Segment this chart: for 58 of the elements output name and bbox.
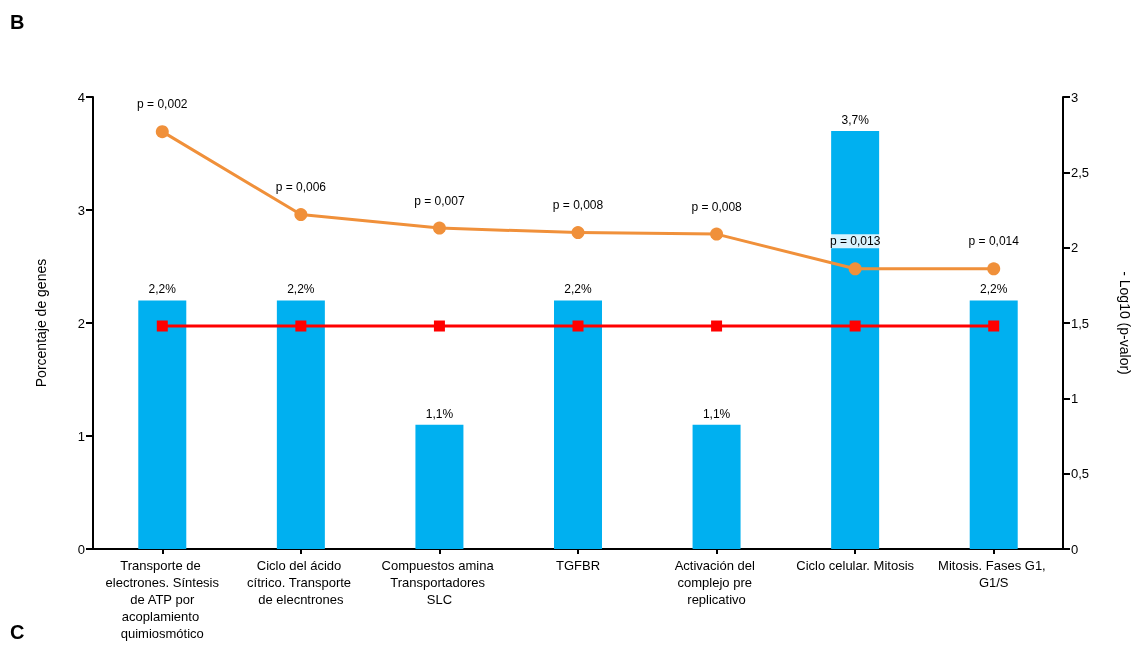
x-tick-label: Activación del complejo pre replicativo <box>674 558 759 607</box>
point <box>711 320 723 332</box>
point <box>295 320 307 332</box>
point <box>155 125 169 139</box>
annotation: p = 0,014 <box>968 234 1020 249</box>
y2-tick-label: 2,5 <box>1071 164 1090 180</box>
bar <box>969 300 1018 549</box>
y-tick-label: 1 <box>77 428 85 444</box>
x-tick-label: Compuestos amina Transportadores SLC <box>381 558 498 607</box>
point <box>987 262 1001 276</box>
chart-title: B <box>10 11 25 33</box>
point <box>571 226 585 240</box>
y-axis-title: Porcentaje de genes <box>33 258 49 388</box>
bar <box>831 130 880 549</box>
x-tick-label: Transporte de electrones. Síntesis de ATP por acoplamiento quimiosmótico <box>105 558 220 641</box>
point <box>294 208 308 222</box>
point <box>433 320 445 332</box>
y2-tick-label: 1 <box>1071 390 1079 406</box>
point <box>156 320 168 332</box>
data-label: 2,2% <box>980 282 1008 297</box>
point <box>849 320 861 332</box>
x-tick-label: TGFBR <box>555 558 601 573</box>
point <box>432 221 446 235</box>
annotation: p = 0,006 <box>275 180 327 195</box>
annotation: p = 0,008 <box>552 198 604 213</box>
bar <box>276 300 325 549</box>
annotation: p = 0,007 <box>414 193 465 208</box>
x-tick-label: Ciclo celular. Mitosis <box>796 558 915 573</box>
data-label: 3,7% <box>841 112 870 127</box>
point <box>848 262 862 276</box>
point <box>988 320 1000 332</box>
data-label: 1,1% <box>425 406 454 421</box>
y2-tick-label: 2 <box>1071 240 1079 256</box>
annotation: p = 0,008 <box>691 199 743 214</box>
annotation: p = 0,013 <box>829 234 881 249</box>
annotation: p = 0,002 <box>137 97 188 112</box>
bar <box>692 424 741 549</box>
y2-tick-label: 0 <box>1071 541 1079 557</box>
y-tick-label: 3 <box>77 202 85 218</box>
y2-tick-label: 3 <box>1071 89 1079 105</box>
data-label: 2,2% <box>564 282 592 297</box>
data-label: 1,1% <box>702 406 731 421</box>
point <box>572 320 584 332</box>
y2-tick-label: 1,5 <box>1071 315 1090 331</box>
y-tick-label: 2 <box>77 315 85 331</box>
x-tick-label: Ciclo del ácido cítrico. Transporte de elecntrones <box>247 558 355 607</box>
text: C <box>10 621 25 643</box>
bar <box>138 300 187 549</box>
x-tick-label: Mitosis. Fases G1, G1/S <box>938 558 1050 590</box>
y-tick-label: 0 <box>77 541 85 557</box>
y2-tick-label: 0,5 <box>1071 466 1090 482</box>
y-tick-label: 4 <box>77 89 85 105</box>
bar <box>554 300 602 549</box>
bar <box>415 424 464 549</box>
data-label: 2,2% <box>287 282 315 297</box>
y2-axis-title: - Log10 (p-valor) <box>1117 271 1133 375</box>
point <box>710 227 724 241</box>
data-label: 2,2% <box>148 282 177 297</box>
